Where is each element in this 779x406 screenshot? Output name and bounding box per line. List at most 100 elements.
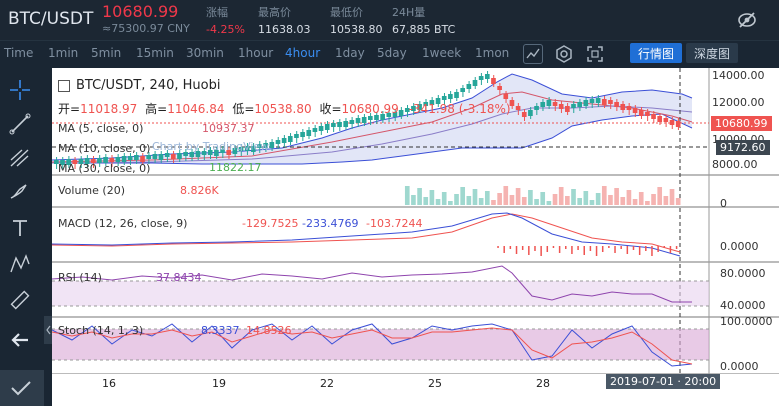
macd-hist-bar	[638, 246, 641, 255]
volume-bar	[626, 190, 632, 205]
hide-eye-icon[interactable]	[736, 10, 758, 30]
volume-bar	[497, 193, 502, 205]
volume-bar	[423, 197, 429, 205]
volume-bar	[651, 194, 656, 205]
macd-hist-bar	[651, 246, 653, 256]
volume-bar	[645, 201, 650, 205]
chart-canvas[interactable]: BTC/USDT, 240, Huobi 开=11018.97 高=11046.…	[52, 68, 779, 374]
interval-5day[interactable]: 5day	[377, 46, 407, 60]
last-price: 10680.99	[102, 2, 179, 21]
rsi-label[interactable]: RSI (14)	[58, 271, 102, 284]
chart-svg[interactable]	[52, 68, 779, 374]
fib-tool-icon[interactable]	[8, 146, 32, 170]
volume-bar	[404, 186, 410, 205]
volume-bar	[460, 187, 466, 205]
last-price-tag: 10680.99	[711, 116, 772, 131]
volume-bar	[454, 194, 459, 205]
back-arrow-icon[interactable]	[8, 328, 32, 352]
tab-market-chart[interactable]: 行情图	[630, 43, 683, 63]
interval-4hour[interactable]: 4hour	[285, 46, 321, 60]
macd-value-2: -233.4769	[302, 217, 359, 230]
cursor-price-tag: 9172.60	[716, 140, 770, 155]
volume-bar	[448, 201, 453, 205]
ma10-label[interactable]: MA (10, close, 0)	[58, 142, 151, 155]
macd-hist-bar	[589, 246, 592, 251]
ma5-label[interactable]: MA (5, close, 0)	[58, 122, 144, 135]
high-label: 高=	[145, 102, 168, 116]
collapse-handle[interactable]	[44, 316, 52, 344]
stoch-value-1: 8.3337	[201, 324, 240, 337]
macd-hist-bar	[657, 246, 659, 252]
macd-hist-bar	[540, 246, 542, 256]
macd-value-3: -103.7244	[366, 217, 423, 230]
open-label: 开=	[58, 102, 81, 116]
volume-bar	[577, 198, 582, 205]
interval-toolbar: Time 1min 5min 15min 30min 1hour 4hour 1…	[0, 40, 779, 66]
macd-hist-bar	[583, 246, 585, 255]
date-tick: 16	[102, 377, 116, 390]
symbol-name[interactable]: BTC/USDT	[8, 9, 94, 29]
volume-bar	[620, 197, 626, 205]
volume-axis-label: 0	[720, 197, 727, 210]
high-stat: 最高价 11638.03	[258, 4, 311, 36]
stoch-axis-label: 100.0000	[720, 315, 773, 328]
volume-indicator-label[interactable]: Volume (20)	[58, 184, 125, 197]
pattern-tool-icon[interactable]	[8, 252, 32, 276]
interval-5min[interactable]: 5min	[91, 46, 122, 60]
macd-value-1: -129.7525	[242, 217, 299, 230]
time-axis[interactable]: 16 19 22 25 28 2019-07-01 · 20:00	[52, 374, 779, 406]
indicator-icon[interactable]	[523, 44, 543, 64]
price-axis-label: 8000.00	[712, 158, 758, 171]
macd-hist-bar	[497, 246, 499, 248]
macd-hist-bar	[558, 246, 561, 253]
text-tool-icon[interactable]	[8, 216, 32, 240]
interval-30min[interactable]: 30min	[186, 46, 224, 60]
ticker-header: BTC/USDT 10680.99 ≈75300.97 CNY 涨幅 -4.25…	[0, 0, 779, 40]
interval-1mon[interactable]: 1mon	[475, 46, 510, 60]
volume-bar	[601, 186, 607, 205]
stoch-label[interactable]: Stoch (14, 1, 3)	[58, 324, 144, 337]
cursor-date-tag: 2019-07-01 · 20:00	[606, 374, 721, 389]
tab-depth-chart[interactable]: 深度图	[686, 43, 739, 63]
trend-line-icon[interactable]	[8, 112, 32, 136]
crosshair-icon[interactable]	[8, 78, 32, 102]
interval-1day[interactable]: 1day	[335, 46, 365, 60]
macd-hist-bar	[645, 246, 647, 251]
volume-bar	[534, 199, 539, 205]
macd-hist-bar	[546, 246, 549, 252]
macd-label[interactable]: MACD (12, 26, close, 9)	[58, 217, 188, 230]
interval-1min[interactable]: 1min	[48, 46, 79, 60]
interval-1hour[interactable]: 1hour	[238, 46, 274, 60]
macd-hist-bar	[669, 246, 672, 253]
price-cny: ≈75300.97 CNY	[102, 22, 190, 35]
volume-bar	[521, 197, 527, 205]
change-value: -4.25%	[206, 23, 245, 36]
rsi-value: 37.8434	[156, 271, 202, 284]
brush-icon[interactable]	[8, 180, 32, 204]
settings-gear-icon[interactable]	[554, 44, 574, 64]
close-label: 收=	[319, 102, 342, 116]
volume-bar	[571, 189, 576, 205]
close-value: 10680.99	[341, 102, 399, 116]
volume-value: 67,885 BTC	[392, 23, 456, 36]
rsi-axis-label: 80.0000	[720, 267, 766, 280]
measure-ruler-icon[interactable]	[8, 288, 32, 312]
legend-title[interactable]: BTC/USDT, 240, Huobi	[76, 78, 221, 93]
interval-15min[interactable]: 15min	[136, 46, 174, 60]
low-value: 10538.80	[254, 102, 312, 116]
macd-hist-bar	[620, 246, 622, 249]
collapse-legend-icon[interactable]	[58, 80, 70, 92]
macd-hist-bar	[534, 246, 536, 251]
volume-bar	[589, 200, 595, 205]
volume-bar	[435, 199, 441, 205]
interval-1week[interactable]: 1week	[422, 46, 462, 60]
interval-time[interactable]: Time	[4, 46, 34, 60]
ma30-label[interactable]: MA (30, close, 0)	[58, 162, 151, 175]
low-value: 10538.80	[330, 23, 383, 36]
confirm-button[interactable]	[0, 370, 44, 406]
volume-bar	[472, 189, 478, 205]
stoch-axis-label: 0.0000	[720, 360, 759, 373]
volume-bar	[608, 195, 613, 205]
fullscreen-icon[interactable]	[585, 44, 605, 64]
